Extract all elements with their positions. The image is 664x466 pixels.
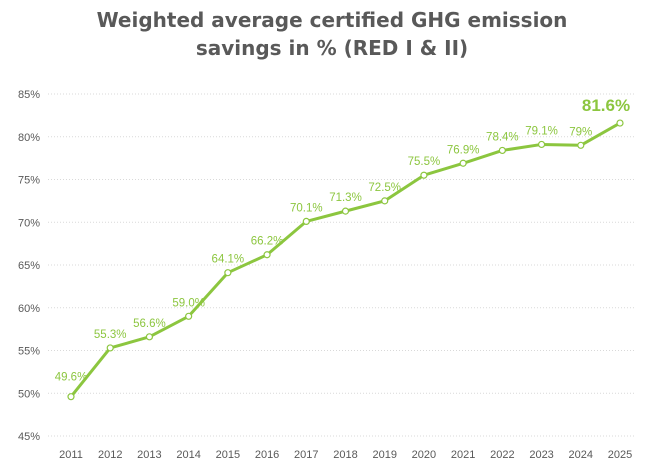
data-label: 71.3% [329,192,362,204]
x-tick-label: 2019 [372,449,396,461]
data-point [185,312,193,320]
data-point [263,251,271,259]
y-tick-label: 60% [18,303,40,315]
data-label: 79.1% [525,125,558,137]
data-label: 56.6% [133,318,166,330]
data-point [577,141,585,149]
data-label: 64.1% [212,254,245,266]
data-label: 79% [569,126,592,138]
y-tick-label: 70% [18,217,40,229]
y-tick-label: 45% [18,431,40,443]
data-point [616,119,624,127]
x-tick-label: 2025 [608,449,632,461]
data-label: 78.4% [486,131,519,143]
x-tick-label: 2013 [137,449,161,461]
data-point [420,171,428,179]
y-tick-label: 80% [18,132,40,144]
data-point [537,140,546,149]
data-label: 76.9% [447,144,480,156]
x-tick-label: 2017 [294,449,318,461]
x-tick-label: 2023 [529,449,553,461]
data-point [106,344,114,352]
data-label: 70.1% [290,202,323,214]
chart-title-line-1: Weighted average certified GHG emission [96,8,568,32]
data-label: 72.5% [368,182,401,194]
x-tick-label: 2012 [98,449,122,461]
chart-title: Weighted average certified GHG emission … [0,6,664,62]
data-point [341,207,350,215]
x-tick-label: 2014 [176,449,200,461]
x-tick-label: 2020 [412,449,436,461]
data-point [498,146,506,155]
y-tick-label: 65% [18,260,40,272]
data-label: 59.0% [172,297,205,309]
data-point [145,333,154,341]
x-tick-label: 2022 [490,449,514,461]
data-label: 49.6% [55,372,88,384]
data-point [224,269,232,277]
data-point [302,217,310,225]
data-label: 55.3% [94,329,127,341]
data-point [381,197,389,205]
data-label: 81.6% [582,96,630,115]
y-tick-label: 55% [18,346,40,358]
y-tick-label: 85% [18,89,40,101]
data-label: 75.5% [408,156,441,168]
y-tick-label: 75% [18,175,40,187]
x-tick-label: 2024 [569,449,593,461]
x-tick-label: 2015 [216,449,240,461]
data-point [459,159,467,167]
x-tick-label: 2018 [333,449,357,461]
y-tick-label: 50% [18,388,40,400]
x-tick-label: 2011 [59,449,83,461]
x-tick-label: 2016 [255,449,279,461]
data-point [67,393,75,401]
data-label: 66.2% [251,236,284,248]
series-line [69,121,622,399]
chart-title-line-2: savings in % (RED I & II) [195,36,469,60]
x-tick-label: 2021 [451,449,475,461]
